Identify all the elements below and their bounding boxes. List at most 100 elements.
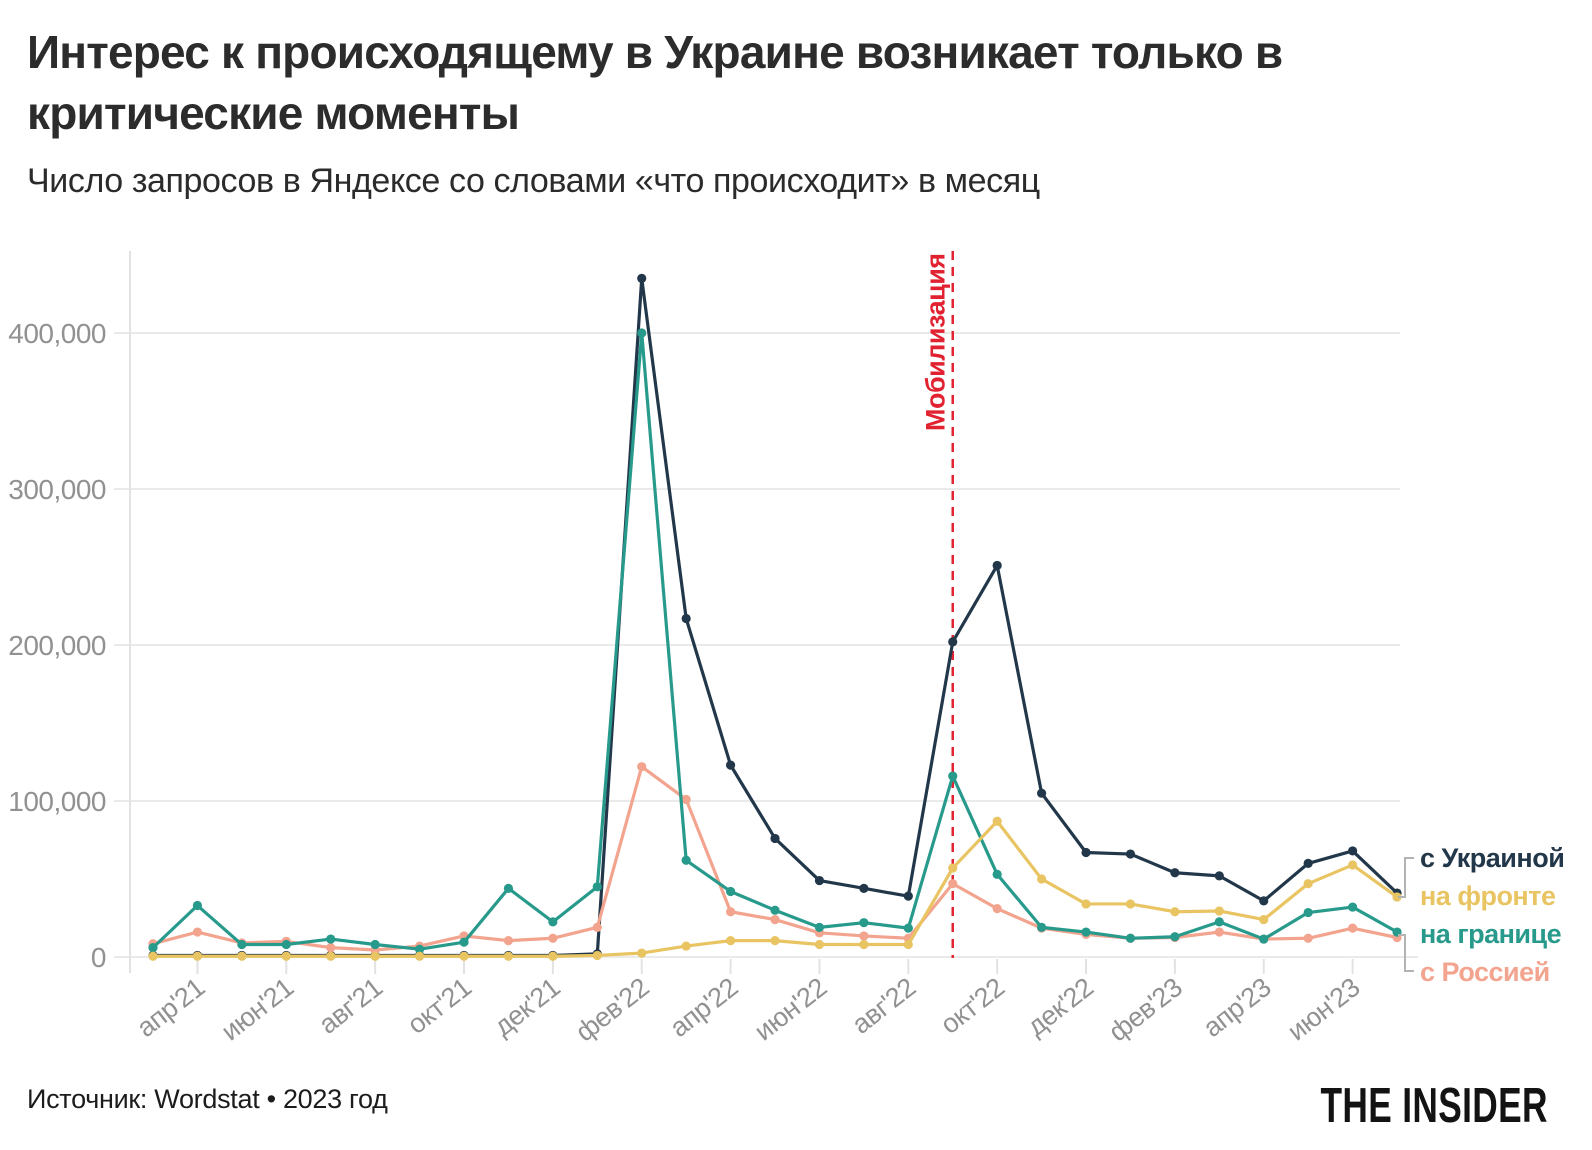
x-axis-tick-label: авг'21 xyxy=(313,972,388,1040)
data-point xyxy=(237,951,247,961)
data-point xyxy=(192,927,203,937)
legend-label: на фронте xyxy=(1420,881,1556,911)
data-point xyxy=(725,886,736,897)
y-axis-tick-label: 400,000 xyxy=(8,318,106,349)
y-axis-tick-label: 0 xyxy=(91,942,106,973)
data-point xyxy=(503,951,514,961)
legend-label: с Россией xyxy=(1420,957,1550,987)
x-axis-tick-label: дек'21 xyxy=(488,972,565,1042)
legend-bracket-bottom xyxy=(1398,934,1414,972)
data-point xyxy=(1303,907,1313,918)
data-point xyxy=(1037,922,1047,932)
data-point xyxy=(859,883,869,893)
series-line xyxy=(151,276,1399,958)
data-point xyxy=(681,613,691,624)
data-point xyxy=(637,328,647,338)
data-point xyxy=(814,875,825,886)
data-point xyxy=(859,939,869,950)
data-point xyxy=(992,904,1002,914)
data-point xyxy=(592,882,602,892)
data-point xyxy=(1081,927,1091,937)
brand-logo: THE INSIDER xyxy=(1320,1079,1548,1133)
page-title: Интерес к происходящему в Украине возник… xyxy=(27,22,1567,144)
x-axis-tick-label: окт'21 xyxy=(402,972,477,1040)
x-axis-tick-label: июн'23 xyxy=(1282,972,1365,1046)
y-axis-tick-label: 300,000 xyxy=(8,474,106,505)
data-point xyxy=(548,917,558,927)
data-point xyxy=(1214,906,1224,916)
x-axis-tick-label: фев'22 xyxy=(570,972,654,1047)
data-point xyxy=(903,923,913,933)
data-point xyxy=(1170,907,1180,917)
data-point xyxy=(326,951,336,961)
x-axis-tick-label: апр'23 xyxy=(1197,972,1276,1043)
x-axis-tick-label: авг'22 xyxy=(846,972,921,1040)
data-point xyxy=(370,939,380,950)
data-point xyxy=(725,760,736,770)
data-point xyxy=(548,933,558,943)
data-point xyxy=(992,816,1002,826)
legend-label: на границе xyxy=(1420,919,1562,949)
data-point xyxy=(1348,902,1358,912)
data-point xyxy=(1214,871,1224,881)
data-point xyxy=(592,950,602,961)
legend-bracket-top xyxy=(1398,857,1414,898)
x-axis-tick-label: окт'22 xyxy=(935,972,1010,1040)
data-point xyxy=(903,939,913,950)
data-point xyxy=(637,273,647,283)
data-point xyxy=(1303,858,1313,869)
data-point xyxy=(770,936,780,946)
x-axis-tick-label: апр'22 xyxy=(664,972,743,1043)
data-point xyxy=(814,939,825,950)
x-axis-tick-label: июн'21 xyxy=(216,972,299,1046)
data-point xyxy=(770,833,780,844)
data-point xyxy=(1303,933,1313,943)
data-point xyxy=(992,869,1002,879)
legend-label: с Украиной xyxy=(1420,843,1564,873)
data-point xyxy=(637,948,647,958)
data-point xyxy=(1125,899,1136,909)
data-point xyxy=(814,922,825,932)
page-subtitle: Число запросов в Яндексе со словами «что… xyxy=(27,162,1040,200)
source-caption: Источник: Wordstat • 2023 год xyxy=(27,1084,388,1114)
data-point xyxy=(1348,846,1358,856)
data-point xyxy=(414,944,425,954)
data-point xyxy=(770,905,780,915)
data-point xyxy=(237,939,247,950)
data-point xyxy=(148,951,158,961)
data-point xyxy=(859,931,869,941)
x-axis-tick-label: фев'23 xyxy=(1103,972,1187,1047)
data-point xyxy=(281,939,291,950)
data-point xyxy=(1170,868,1180,878)
data-point xyxy=(903,891,913,901)
y-axis-tick-label: 200,000 xyxy=(8,630,106,661)
x-axis-tick-label: дек'22 xyxy=(1021,972,1098,1042)
data-point xyxy=(370,951,380,961)
data-point xyxy=(1037,788,1047,798)
data-point xyxy=(1392,892,1402,902)
data-point xyxy=(281,951,291,961)
data-point xyxy=(148,943,158,953)
data-point xyxy=(948,863,958,873)
x-axis-tick-label: июн'22 xyxy=(749,972,832,1046)
data-point xyxy=(681,794,691,805)
data-point xyxy=(192,951,203,961)
title-line-1: Интерес к происходящему в Украине возник… xyxy=(27,26,1283,78)
annotation-label: Мобилизация xyxy=(921,253,951,431)
title-line-2: критические моменты xyxy=(27,87,520,140)
data-point xyxy=(1214,917,1224,927)
data-point xyxy=(992,560,1002,571)
data-point xyxy=(637,762,647,772)
data-point xyxy=(1081,847,1091,858)
data-point xyxy=(414,951,425,961)
data-point xyxy=(770,914,780,925)
data-point xyxy=(948,771,958,781)
data-point xyxy=(326,934,336,944)
data-point xyxy=(1348,860,1358,870)
data-point xyxy=(1125,933,1136,943)
data-point xyxy=(859,918,869,928)
data-point xyxy=(1259,896,1269,906)
data-point xyxy=(681,941,691,951)
